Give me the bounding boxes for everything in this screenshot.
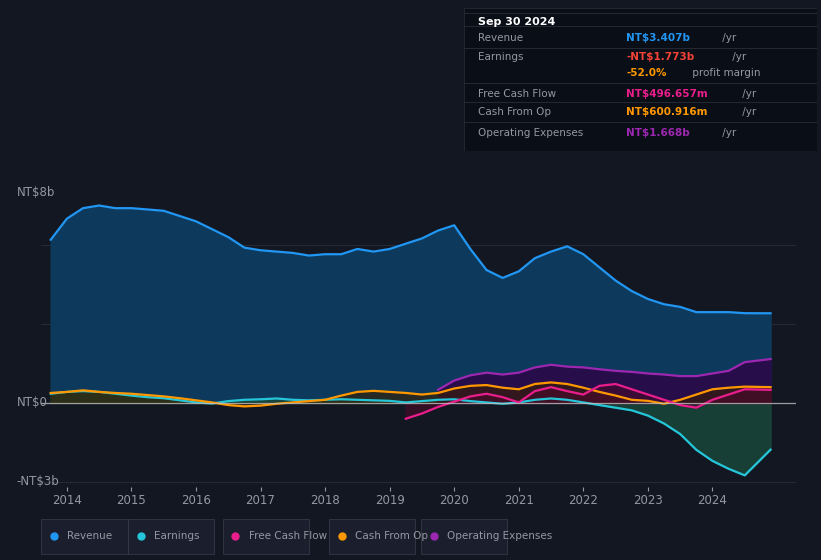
- Text: Revenue: Revenue: [478, 34, 523, 43]
- Text: -NT$1.773b: -NT$1.773b: [626, 52, 695, 62]
- Text: NT$1.668b: NT$1.668b: [626, 128, 690, 138]
- Text: Revenue: Revenue: [67, 531, 112, 541]
- Text: Cash From Op: Cash From Op: [478, 107, 551, 117]
- Text: Operating Expenses: Operating Expenses: [478, 128, 583, 138]
- FancyBboxPatch shape: [222, 519, 310, 554]
- Text: Cash From Op: Cash From Op: [355, 531, 428, 541]
- Text: Earnings: Earnings: [478, 52, 524, 62]
- Text: NT$3.407b: NT$3.407b: [626, 34, 690, 43]
- Text: NT$8b: NT$8b: [16, 186, 55, 199]
- FancyBboxPatch shape: [421, 519, 507, 554]
- Text: NT$600.916m: NT$600.916m: [626, 107, 708, 117]
- Text: NT$496.657m: NT$496.657m: [626, 89, 708, 99]
- Text: Free Cash Flow: Free Cash Flow: [478, 89, 556, 99]
- Text: /yr: /yr: [718, 128, 736, 138]
- Text: /yr: /yr: [718, 34, 736, 43]
- Text: -52.0%: -52.0%: [626, 68, 667, 78]
- Text: Earnings: Earnings: [154, 531, 200, 541]
- FancyBboxPatch shape: [464, 8, 817, 151]
- Text: /yr: /yr: [729, 52, 746, 62]
- Text: -NT$3b: -NT$3b: [16, 475, 59, 488]
- Text: Free Cash Flow: Free Cash Flow: [249, 531, 327, 541]
- Text: Operating Expenses: Operating Expenses: [447, 531, 553, 541]
- Text: /yr: /yr: [739, 107, 756, 117]
- Text: NT$0: NT$0: [16, 396, 48, 409]
- Text: profit margin: profit margin: [689, 68, 760, 78]
- FancyBboxPatch shape: [41, 519, 128, 554]
- FancyBboxPatch shape: [328, 519, 415, 554]
- FancyBboxPatch shape: [128, 519, 214, 554]
- Text: Sep 30 2024: Sep 30 2024: [478, 17, 555, 27]
- Text: /yr: /yr: [739, 89, 756, 99]
